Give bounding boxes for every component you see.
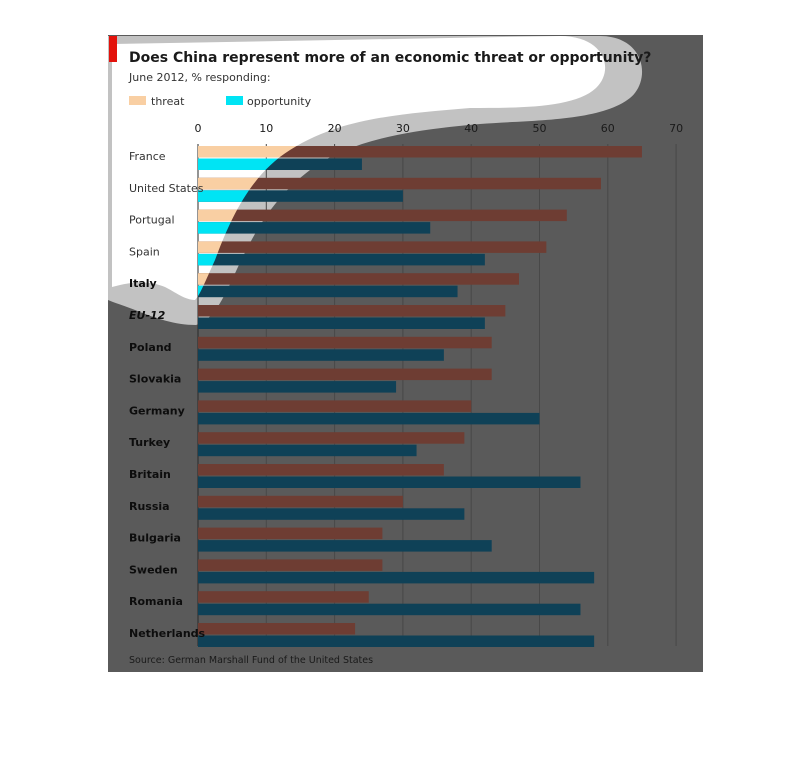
bar-opportunity-eu-12	[198, 317, 485, 329]
legend-label-opportunity: opportunity	[247, 95, 312, 108]
bar-threat-turkey	[198, 432, 465, 444]
bar-opportunity-france	[198, 158, 362, 170]
bar-opportunity-britain	[198, 476, 581, 488]
category-label-poland: Poland	[129, 341, 172, 354]
x-tick-label-0: 0	[195, 122, 202, 135]
category-label-turkey: Turkey	[129, 436, 170, 449]
category-label-slovakia: Slovakia	[129, 373, 181, 386]
bar-opportunity-sweden	[198, 571, 595, 584]
bar-opportunity-spain	[198, 253, 485, 266]
x-tick-label-50: 50	[533, 122, 547, 135]
category-label-germany: Germany	[129, 404, 185, 417]
bar-threat-russia	[198, 495, 403, 508]
bar-opportunity-germany	[198, 412, 540, 425]
category-label-france: France	[129, 150, 166, 163]
category-label-bulgaria: Bulgaria	[129, 532, 181, 545]
category-label-portugal: Portugal	[129, 214, 175, 227]
category-label-spain: Spain	[129, 245, 160, 258]
x-tick-label-10: 10	[259, 122, 273, 135]
bar-threat-france	[198, 146, 642, 158]
x-tick-label-30: 30	[396, 122, 410, 135]
x-tick-label-60: 60	[601, 122, 615, 135]
bar-opportunity-slovakia	[198, 381, 397, 393]
category-label-united-states: United States	[129, 182, 204, 195]
x-tick-label-70: 70	[669, 122, 683, 135]
bar-threat-sweden	[198, 559, 383, 571]
legend-label-threat: threat	[151, 95, 185, 108]
legend-swatch-opportunity	[226, 96, 243, 105]
category-label-britain: Britain	[129, 468, 171, 481]
bar-opportunity-bulgaria	[198, 540, 492, 552]
bar-threat-britain	[198, 464, 444, 476]
legend-swatch-threat	[129, 96, 146, 105]
bar-opportunity-netherlands	[198, 635, 595, 647]
bar-threat-portugal	[198, 209, 567, 222]
bar-threat-italy	[198, 273, 520, 285]
bar-threat-netherlands	[198, 623, 356, 635]
bar-opportunity-poland	[198, 349, 444, 361]
category-label-eu-12: EU-12	[129, 309, 166, 322]
bar-threat-united-states	[198, 177, 601, 190]
bar-opportunity-russia	[198, 508, 465, 520]
bar-opportunity-portugal	[198, 222, 431, 234]
bar-threat-poland	[198, 336, 492, 349]
category-label-italy: Italy	[129, 277, 157, 290]
category-label-romania: Romania	[129, 595, 183, 608]
bar-threat-spain	[198, 241, 547, 253]
bar-threat-eu-12	[198, 305, 506, 317]
bar-opportunity-turkey	[198, 444, 417, 457]
bar-threat-romania	[198, 591, 369, 603]
x-tick-label-40: 40	[464, 122, 478, 135]
bar-opportunity-romania	[198, 603, 581, 616]
bar-threat-germany	[198, 400, 472, 412]
bar-opportunity-united-states	[198, 190, 403, 202]
category-label-sweden: Sweden	[129, 563, 178, 576]
x-tick-label-20: 20	[328, 122, 342, 135]
bar-threat-slovakia	[198, 368, 492, 381]
category-label-russia: Russia	[129, 500, 170, 513]
bar-threat-bulgaria	[198, 527, 383, 540]
accent-bar	[109, 36, 117, 62]
bar-opportunity-italy	[198, 285, 458, 298]
chart-subtitle: June 2012, % responding:	[128, 71, 271, 84]
category-label-netherlands: Netherlands	[129, 627, 206, 640]
source-note: Source: German Marshall Fund of the Unit…	[129, 655, 373, 666]
chart-title: Does China represent more of an economic…	[129, 50, 651, 66]
